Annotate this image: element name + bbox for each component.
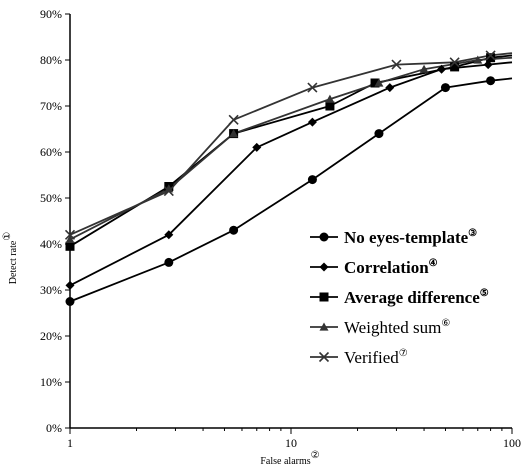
triangle-marker bbox=[164, 184, 174, 193]
series-line-4 bbox=[69, 52, 513, 236]
legend-label: Weighted sum⑥ bbox=[344, 318, 450, 337]
legend-item-3: Weighted sum⑥ bbox=[310, 318, 450, 337]
diamond-marker bbox=[65, 280, 75, 290]
y-tick-label: 90% bbox=[40, 7, 62, 21]
legend-label: Verified⑦ bbox=[344, 348, 408, 367]
x-tick-label: 10 bbox=[285, 436, 297, 450]
legend-item-1: Correlation④ bbox=[310, 258, 438, 277]
legend-item-4: Verified⑦ bbox=[310, 348, 408, 367]
diamond-marker bbox=[437, 64, 447, 74]
x-marker bbox=[228, 114, 239, 125]
legend-item-2: Average difference⑤ bbox=[310, 288, 489, 307]
x-marker bbox=[391, 59, 402, 70]
y-tick-label: 10% bbox=[40, 375, 62, 389]
triangle-marker bbox=[419, 64, 429, 73]
y-tick-label: 40% bbox=[40, 237, 62, 251]
series-line-1 bbox=[69, 61, 513, 287]
square-marker bbox=[319, 292, 329, 302]
x-marker-stroke bbox=[485, 50, 496, 61]
x-marker bbox=[485, 50, 496, 61]
axes bbox=[69, 14, 512, 429]
y-tick-label: 0% bbox=[46, 421, 62, 435]
circle-marker bbox=[486, 76, 496, 86]
diamond-marker bbox=[319, 262, 329, 272]
x-marker bbox=[318, 351, 330, 363]
circle-marker bbox=[307, 175, 317, 185]
circle-marker bbox=[374, 129, 384, 139]
diamond-marker bbox=[385, 83, 395, 93]
triangle-marker bbox=[325, 94, 335, 103]
circle-marker bbox=[229, 225, 239, 235]
square-marker bbox=[450, 62, 460, 72]
y-tick-label: 30% bbox=[40, 283, 62, 297]
x-marker-stroke bbox=[64, 229, 76, 240]
diamond-marker bbox=[483, 60, 493, 70]
legend-label: Average difference⑤ bbox=[344, 288, 489, 307]
x-marker-stroke bbox=[318, 351, 330, 363]
triangle-marker bbox=[473, 55, 483, 64]
legend-item-0: No eyes-template③ bbox=[310, 228, 477, 247]
series-lines bbox=[69, 52, 513, 303]
y-tick-label: 70% bbox=[40, 99, 62, 113]
x-marker-stroke bbox=[307, 82, 318, 93]
triangle-marker bbox=[229, 129, 239, 138]
square-marker bbox=[486, 53, 496, 63]
circle-marker bbox=[440, 83, 450, 93]
x-marker-stroke bbox=[449, 57, 460, 68]
x-marker bbox=[307, 82, 318, 93]
triangle-marker bbox=[65, 234, 75, 243]
x-marker-stroke bbox=[228, 114, 239, 125]
x-marker bbox=[449, 57, 460, 68]
diamond-marker bbox=[164, 230, 174, 240]
legend-label: No eyes-template③ bbox=[344, 228, 477, 247]
x-tick-label: 100 bbox=[503, 436, 521, 450]
square-marker bbox=[370, 78, 380, 88]
y-tick-label: 80% bbox=[40, 53, 62, 67]
x-marker-stroke bbox=[163, 186, 174, 197]
legend-label: Correlation④ bbox=[344, 258, 438, 277]
circle-marker bbox=[65, 297, 75, 306]
y-axis-label: Detect rate① bbox=[2, 232, 19, 285]
x-marker bbox=[163, 186, 174, 197]
x-marker bbox=[64, 229, 76, 240]
ticks: 0% 10% 20% 30% 40% 50% 60% 70% 80% 90% 1 10 100 bbox=[40, 7, 521, 450]
triangle-marker bbox=[319, 322, 329, 331]
square-marker bbox=[65, 241, 75, 251]
diamond-marker bbox=[252, 142, 262, 152]
y-tick-label: 20% bbox=[40, 329, 62, 343]
x-axis-label: False alarms② bbox=[260, 450, 319, 467]
y-tick-label: 50% bbox=[40, 191, 62, 205]
series-line-0 bbox=[69, 77, 513, 303]
x-marker-stroke bbox=[391, 59, 402, 70]
x-tick-label: 1 bbox=[67, 436, 73, 450]
series-markers bbox=[64, 50, 496, 306]
circle-marker bbox=[319, 232, 329, 242]
triangle-marker bbox=[374, 78, 384, 87]
y-tick-label: 60% bbox=[40, 145, 62, 159]
diamond-marker bbox=[307, 117, 317, 127]
square-marker bbox=[325, 101, 335, 111]
legend: No eyes-template③ Correlation④ Average dif… bbox=[310, 228, 489, 367]
circle-marker bbox=[164, 257, 174, 267]
